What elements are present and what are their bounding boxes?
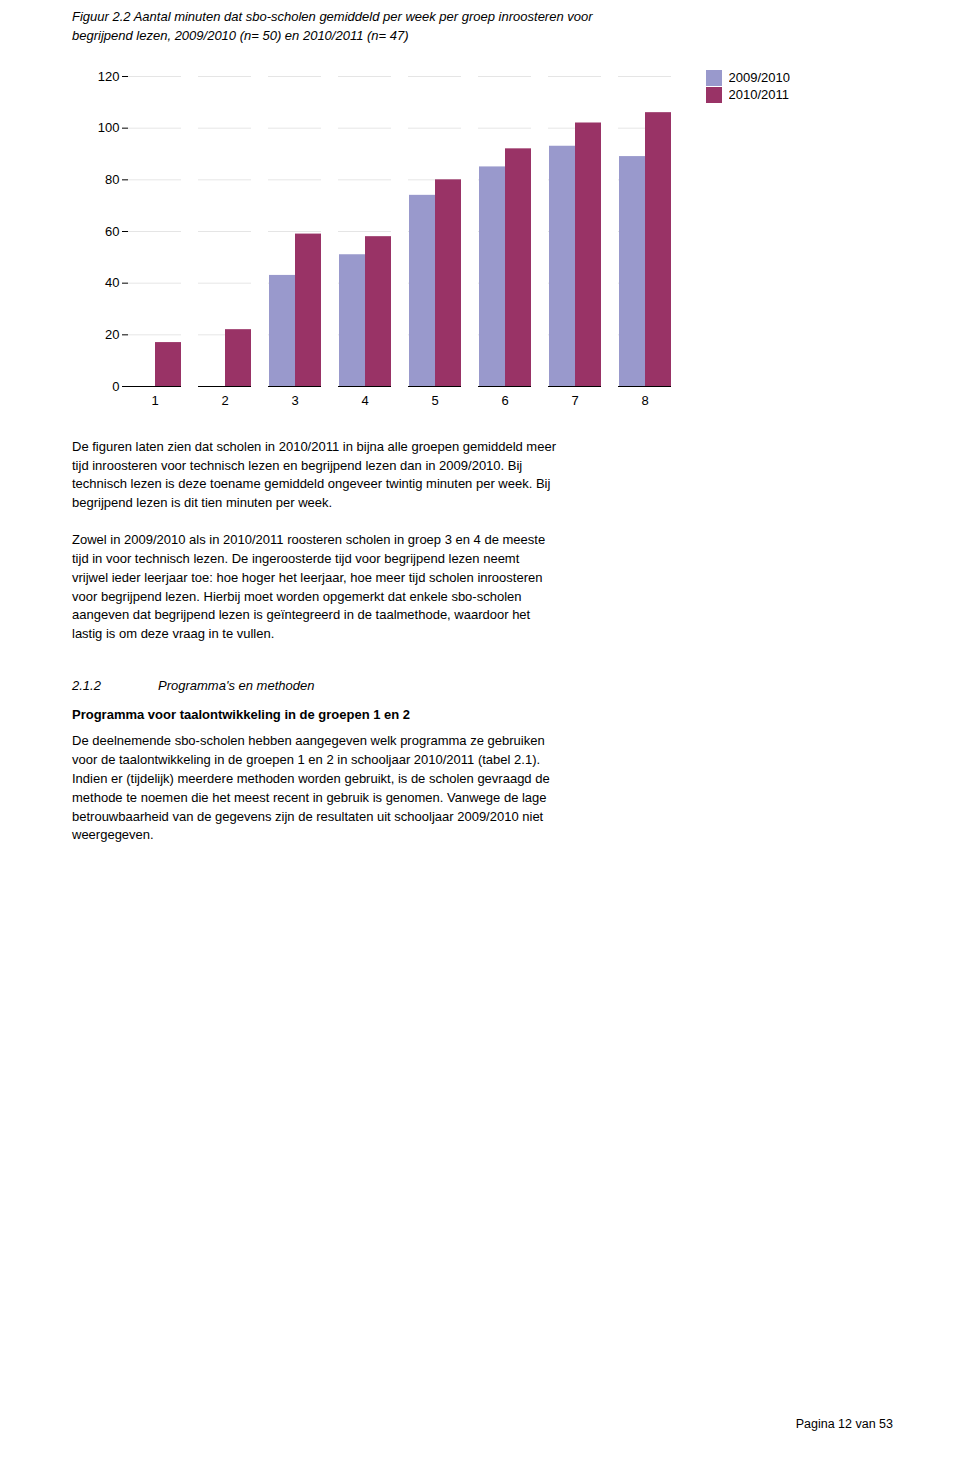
html-text:2009/2010: 2009/2010	[728, 70, 790, 86]
html-text:2.1.2: 2.1.2	[72, 678, 101, 694]
svg-text:7: 7	[571, 392, 578, 407]
html-text:Figuur 2.2 Aantal minuten dat: Figuur 2.2 Aantal minuten dat sbo-schole…	[72, 9, 593, 43]
svg-text:120: 120	[98, 68, 120, 83]
svg-text:3: 3	[291, 392, 298, 407]
html-text:Pagina 12 van 53: Pagina 12 van 53	[795, 1417, 893, 1431]
svg-text:5: 5	[431, 392, 438, 407]
svg-text:4: 4	[361, 392, 368, 407]
svg-text:40: 40	[105, 275, 119, 290]
html-text:De figuren laten zien dat scho: De figuren laten zien dat scholen in 201…	[72, 438, 556, 511]
svg-text:8: 8	[641, 392, 648, 407]
svg-text:80: 80	[105, 172, 119, 187]
html-text:De deelnemende sbo-scholen heb: De deelnemende sbo-scholen hebben aangeg…	[72, 733, 550, 843]
svg-text:60: 60	[105, 223, 119, 238]
html-text:Zowel in 2009/2010 als in 2010: Zowel in 2009/2010 als in 2010/2011 roos…	[72, 532, 546, 642]
html-text:2010/2011: 2010/2011	[728, 87, 789, 103]
html-text:Programma's en methoden: Programma's en methoden	[158, 678, 315, 694]
svg-text:2: 2	[221, 392, 228, 407]
svg-text:100: 100	[98, 120, 120, 135]
svg-text:20: 20	[105, 327, 119, 342]
svg-text:0: 0	[112, 378, 119, 393]
svg-text:1: 1	[151, 392, 158, 407]
svg-text:6: 6	[501, 392, 508, 407]
html-text:Programma voor taalontwikkelin: Programma voor taalontwikkeling in de gr…	[72, 707, 411, 723]
